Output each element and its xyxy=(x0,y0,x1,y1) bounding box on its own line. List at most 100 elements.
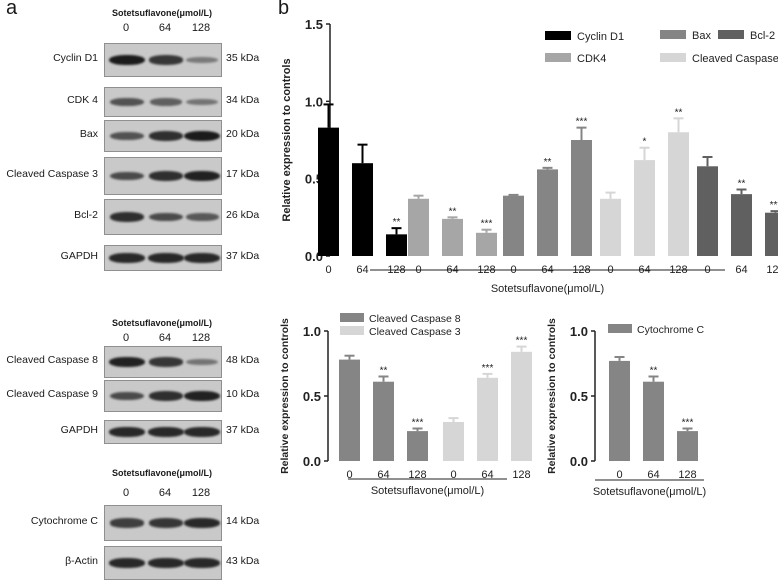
significance-marker: ** xyxy=(650,366,658,377)
blot-band xyxy=(148,518,184,528)
blot-band xyxy=(148,55,184,65)
x-tick-label: 128 xyxy=(766,264,778,276)
blot-band xyxy=(148,357,184,367)
bar xyxy=(386,234,407,256)
blot-strip xyxy=(104,199,222,235)
bar xyxy=(600,198,621,256)
significance-marker: ** xyxy=(544,157,552,168)
blot-band xyxy=(109,426,145,438)
blot-lane-label: 64 xyxy=(158,487,172,499)
blot-strip xyxy=(104,546,222,580)
blot-band xyxy=(148,171,184,181)
blot-band xyxy=(148,391,184,401)
blot-concentration-header: Sotetsuflavone(μmol/L) xyxy=(111,8,212,18)
bar xyxy=(537,169,558,256)
molecular-weight-label: 20 kDa xyxy=(226,128,260,140)
legend-label: Cyclin D1 xyxy=(577,31,624,43)
y-axis-label: Relative expression to controls xyxy=(546,318,558,474)
blot-band xyxy=(109,557,145,569)
blot-strip xyxy=(104,245,222,271)
blot-lane-label: 0 xyxy=(122,332,130,344)
blot-concentration-header: Sotetsuflavone(μmol/L) xyxy=(111,318,212,328)
molecular-weight-label: 17 kDa xyxy=(226,168,260,180)
blot-protein-label: GAPDH xyxy=(60,424,98,436)
blot-band xyxy=(186,98,218,106)
y-tick-label: 1.0 xyxy=(305,94,323,109)
blot-band xyxy=(109,54,145,66)
significance-marker: ** xyxy=(738,178,746,189)
blot-band xyxy=(148,557,184,569)
significance-marker: *** xyxy=(576,117,588,128)
x-tick-label: 64 xyxy=(647,469,659,481)
y-axis-label: Relative expression to controls xyxy=(279,318,291,474)
blot-band xyxy=(148,252,184,264)
blot-band xyxy=(110,171,144,181)
legend-label: Bax xyxy=(692,30,711,42)
panel-a-letter: a xyxy=(6,0,18,19)
blot-protein-label: Cleaved Caspase 9 xyxy=(6,388,98,400)
significance-marker: *** xyxy=(682,418,694,429)
legend-label: Cleaved Caspase 3 xyxy=(692,53,778,65)
blot-lane-label: 64 xyxy=(158,22,172,34)
blot-protein-label: Cytochrome C xyxy=(30,515,98,527)
x-tick-label: 64 xyxy=(377,469,389,481)
x-tick-label: 64 xyxy=(356,264,368,276)
blot-band xyxy=(109,356,145,368)
bar xyxy=(668,132,689,256)
bar xyxy=(352,163,373,256)
y-tick-label: 1.0 xyxy=(303,324,321,339)
y-tick-label: 0.5 xyxy=(570,389,588,404)
molecular-weight-label: 10 kDa xyxy=(226,388,260,400)
blot-band xyxy=(148,426,184,438)
bar xyxy=(503,195,524,256)
bar xyxy=(443,422,464,461)
bar xyxy=(511,351,532,461)
blot-protein-label: β-Actin xyxy=(65,555,98,567)
blot-band xyxy=(184,557,220,569)
blot-band xyxy=(184,426,220,438)
x-tick-label: 128 xyxy=(512,469,530,481)
blot-band xyxy=(109,212,145,222)
blot-band xyxy=(109,518,145,528)
bar xyxy=(477,377,498,461)
x-tick-label: 128 xyxy=(678,469,696,481)
blot-concentration-header: Sotetsuflavone(μmol/L) xyxy=(111,468,212,478)
blot-band xyxy=(110,131,144,141)
y-tick-label: 0.0 xyxy=(570,454,588,469)
x-tick-label: 64 xyxy=(735,264,747,276)
blot-band xyxy=(184,170,220,182)
y-tick-label: 1.0 xyxy=(570,324,588,339)
blot-lane-label: 128 xyxy=(191,332,211,344)
legend-label: CDK4 xyxy=(577,53,606,65)
significance-marker: ** xyxy=(675,107,683,118)
blot-strip xyxy=(104,380,222,412)
blot-protein-label: Cleaved Caspase 3 xyxy=(6,168,98,180)
bar xyxy=(697,166,718,256)
bar xyxy=(476,232,497,256)
blot-protein-label: Bax xyxy=(79,128,98,140)
molecular-weight-label: 37 kDa xyxy=(226,424,260,436)
bar xyxy=(609,360,630,461)
blot-strip xyxy=(104,346,222,378)
blot-lane-label: 128 xyxy=(191,22,211,34)
bar xyxy=(339,359,360,461)
y-tick-label: 0.5 xyxy=(303,389,321,404)
significance-marker: *** xyxy=(770,200,778,211)
blot-band xyxy=(186,56,218,64)
bar xyxy=(634,160,655,256)
blot-band xyxy=(184,517,220,529)
legend-swatch xyxy=(660,53,686,62)
x-tick-label: 0 xyxy=(450,469,456,481)
blot-band xyxy=(148,131,184,141)
legend-swatch xyxy=(340,313,364,322)
x-axis-label: Sotetsuflavone(μmol/L) xyxy=(491,283,604,295)
blot-lane-label: 0 xyxy=(122,22,130,34)
bar xyxy=(408,198,429,256)
legend-swatch xyxy=(340,326,364,335)
blot-lane-label: 0 xyxy=(122,487,130,499)
molecular-weight-label: 34 kDa xyxy=(226,94,260,106)
x-tick-label: 128 xyxy=(408,469,426,481)
legend-swatch xyxy=(660,30,686,39)
blot-strip xyxy=(104,505,222,541)
x-tick-label: 0 xyxy=(616,469,622,481)
